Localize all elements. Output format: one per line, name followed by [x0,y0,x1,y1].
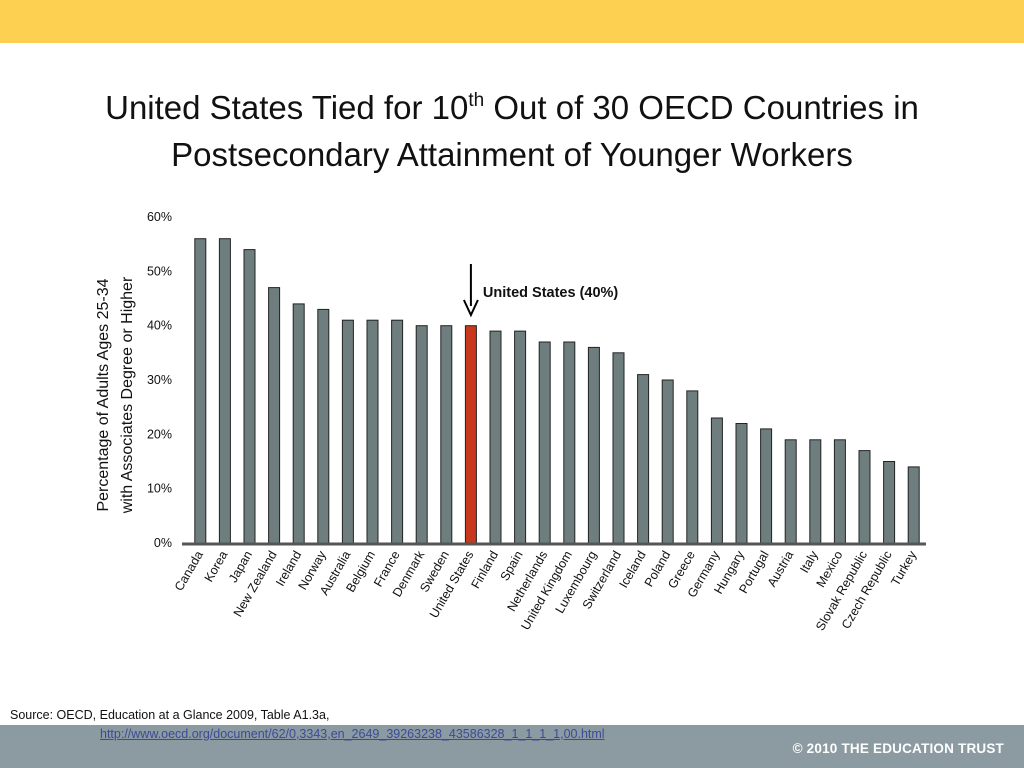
title-superscript: th [468,90,485,111]
bar-highlight [464,325,477,544]
source-label: Source: OECD, Education at a Glance 2009… [10,708,330,722]
title-line-2: Postsecondary Attainment of Younger Work… [171,136,853,173]
bar [760,428,773,544]
y-axis-label-line-2: with Associates Degree or Higher [119,276,136,514]
x-tick-label: Italy [797,548,821,576]
title-line-1: United States Tied for 10th Out of 30 OE… [0,84,1024,131]
x-tick-label: Canada [172,548,206,593]
x-tick-label: Turkey [888,548,919,588]
bar [317,308,330,544]
slide-title: United States Tied for 10th Out of 30 OE… [0,84,1024,178]
top-accent-band [0,0,1024,43]
bar [440,325,453,544]
bar [735,423,748,544]
y-tick-label: 30% [147,373,172,387]
bar [243,249,256,544]
bar [415,325,428,544]
bar [661,379,674,544]
bar [710,417,723,544]
y-tick-label: 40% [147,319,172,333]
y-tick-label: 60% [147,210,172,224]
y-tick-label: 10% [147,482,172,496]
bar [341,319,354,544]
y-tick-label: 0% [154,536,172,550]
y-axis-ticks: 0% 10% 20% 30% 40% 50% 60% [147,210,172,550]
bar [686,390,699,544]
bar [514,330,527,544]
bar [489,330,502,544]
bar [268,287,281,544]
us-annotation: United States (40%) [462,264,619,318]
y-tick-label: 50% [147,264,172,278]
bar [809,439,822,544]
bar [194,238,207,544]
y-axis-label-line-1: Percentage of Adults Ages 25-34 [95,278,112,511]
bar [883,461,896,544]
bar [833,439,846,544]
bottom-band [0,725,1024,768]
bar-chart: 0% 10% 20% 30% 40% 50% 60% CanadaKoreaJapanNew… [95,210,926,633]
bar [784,439,797,544]
source-link[interactable]: http://www.oecd.org/document/62/0,3343,e… [100,727,605,741]
bar [292,303,305,544]
title-text-part: United States Tied for 10 [105,89,469,126]
y-tick-label: 20% [147,427,172,441]
title-text-part: Out of 30 OECD Countries in [484,89,919,126]
bar [587,346,600,544]
annotation-label: United States (40%) [483,285,619,301]
bar [907,466,920,544]
bar [563,341,576,544]
bar [637,374,650,544]
copyright-text: © 2010 THE EDUCATION TRUST [792,741,1004,756]
bar [366,319,379,544]
bar [858,450,871,544]
bar [538,341,551,544]
bar-series [194,238,920,544]
bar [612,352,625,544]
bar [391,319,404,544]
down-arrow-icon [462,299,479,318]
bar [218,238,231,544]
